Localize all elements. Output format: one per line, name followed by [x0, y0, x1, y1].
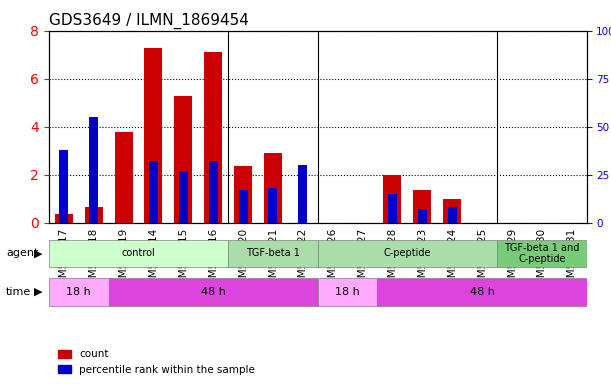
Text: control: control	[122, 248, 155, 258]
Bar	[55, 214, 73, 223]
Bar	[443, 199, 461, 223]
FancyBboxPatch shape	[228, 240, 318, 267]
Bar	[413, 190, 431, 223]
Bar	[209, 161, 218, 223]
Bar	[144, 48, 163, 223]
Legend: count, percentile rank within the sample: count, percentile rank within the sample	[54, 345, 259, 379]
Text: TGF-beta 1: TGF-beta 1	[246, 248, 300, 258]
Bar	[179, 171, 188, 223]
Text: C-peptide: C-peptide	[384, 248, 431, 258]
Text: time: time	[6, 287, 31, 297]
FancyBboxPatch shape	[497, 240, 587, 267]
Bar	[298, 165, 307, 223]
FancyBboxPatch shape	[49, 240, 228, 267]
Text: 48 h: 48 h	[201, 287, 225, 297]
Text: 18 h: 18 h	[335, 287, 360, 297]
Bar	[238, 190, 247, 223]
Bar	[418, 209, 426, 223]
Bar	[388, 194, 397, 223]
Bar	[234, 166, 252, 223]
FancyBboxPatch shape	[378, 278, 587, 306]
FancyBboxPatch shape	[49, 278, 109, 306]
Bar	[264, 153, 282, 223]
FancyBboxPatch shape	[109, 278, 318, 306]
Bar	[268, 188, 277, 223]
Text: agent: agent	[6, 248, 38, 258]
FancyBboxPatch shape	[318, 278, 378, 306]
Bar	[384, 175, 401, 223]
FancyBboxPatch shape	[318, 240, 497, 267]
Text: 18 h: 18 h	[67, 287, 91, 297]
Bar	[89, 117, 98, 223]
Text: ▶: ▶	[34, 248, 42, 258]
Text: ▶: ▶	[34, 287, 42, 297]
Text: GDS3649 / ILMN_1869454: GDS3649 / ILMN_1869454	[49, 13, 249, 29]
Text: 48 h: 48 h	[470, 287, 494, 297]
Bar	[174, 96, 192, 223]
Bar	[149, 161, 158, 223]
Text: TGF-beta 1 and
C-peptide: TGF-beta 1 and C-peptide	[504, 243, 579, 264]
Bar	[85, 207, 103, 223]
Bar	[115, 131, 133, 223]
Bar	[448, 207, 456, 223]
Bar	[204, 52, 222, 223]
Bar	[59, 150, 68, 223]
